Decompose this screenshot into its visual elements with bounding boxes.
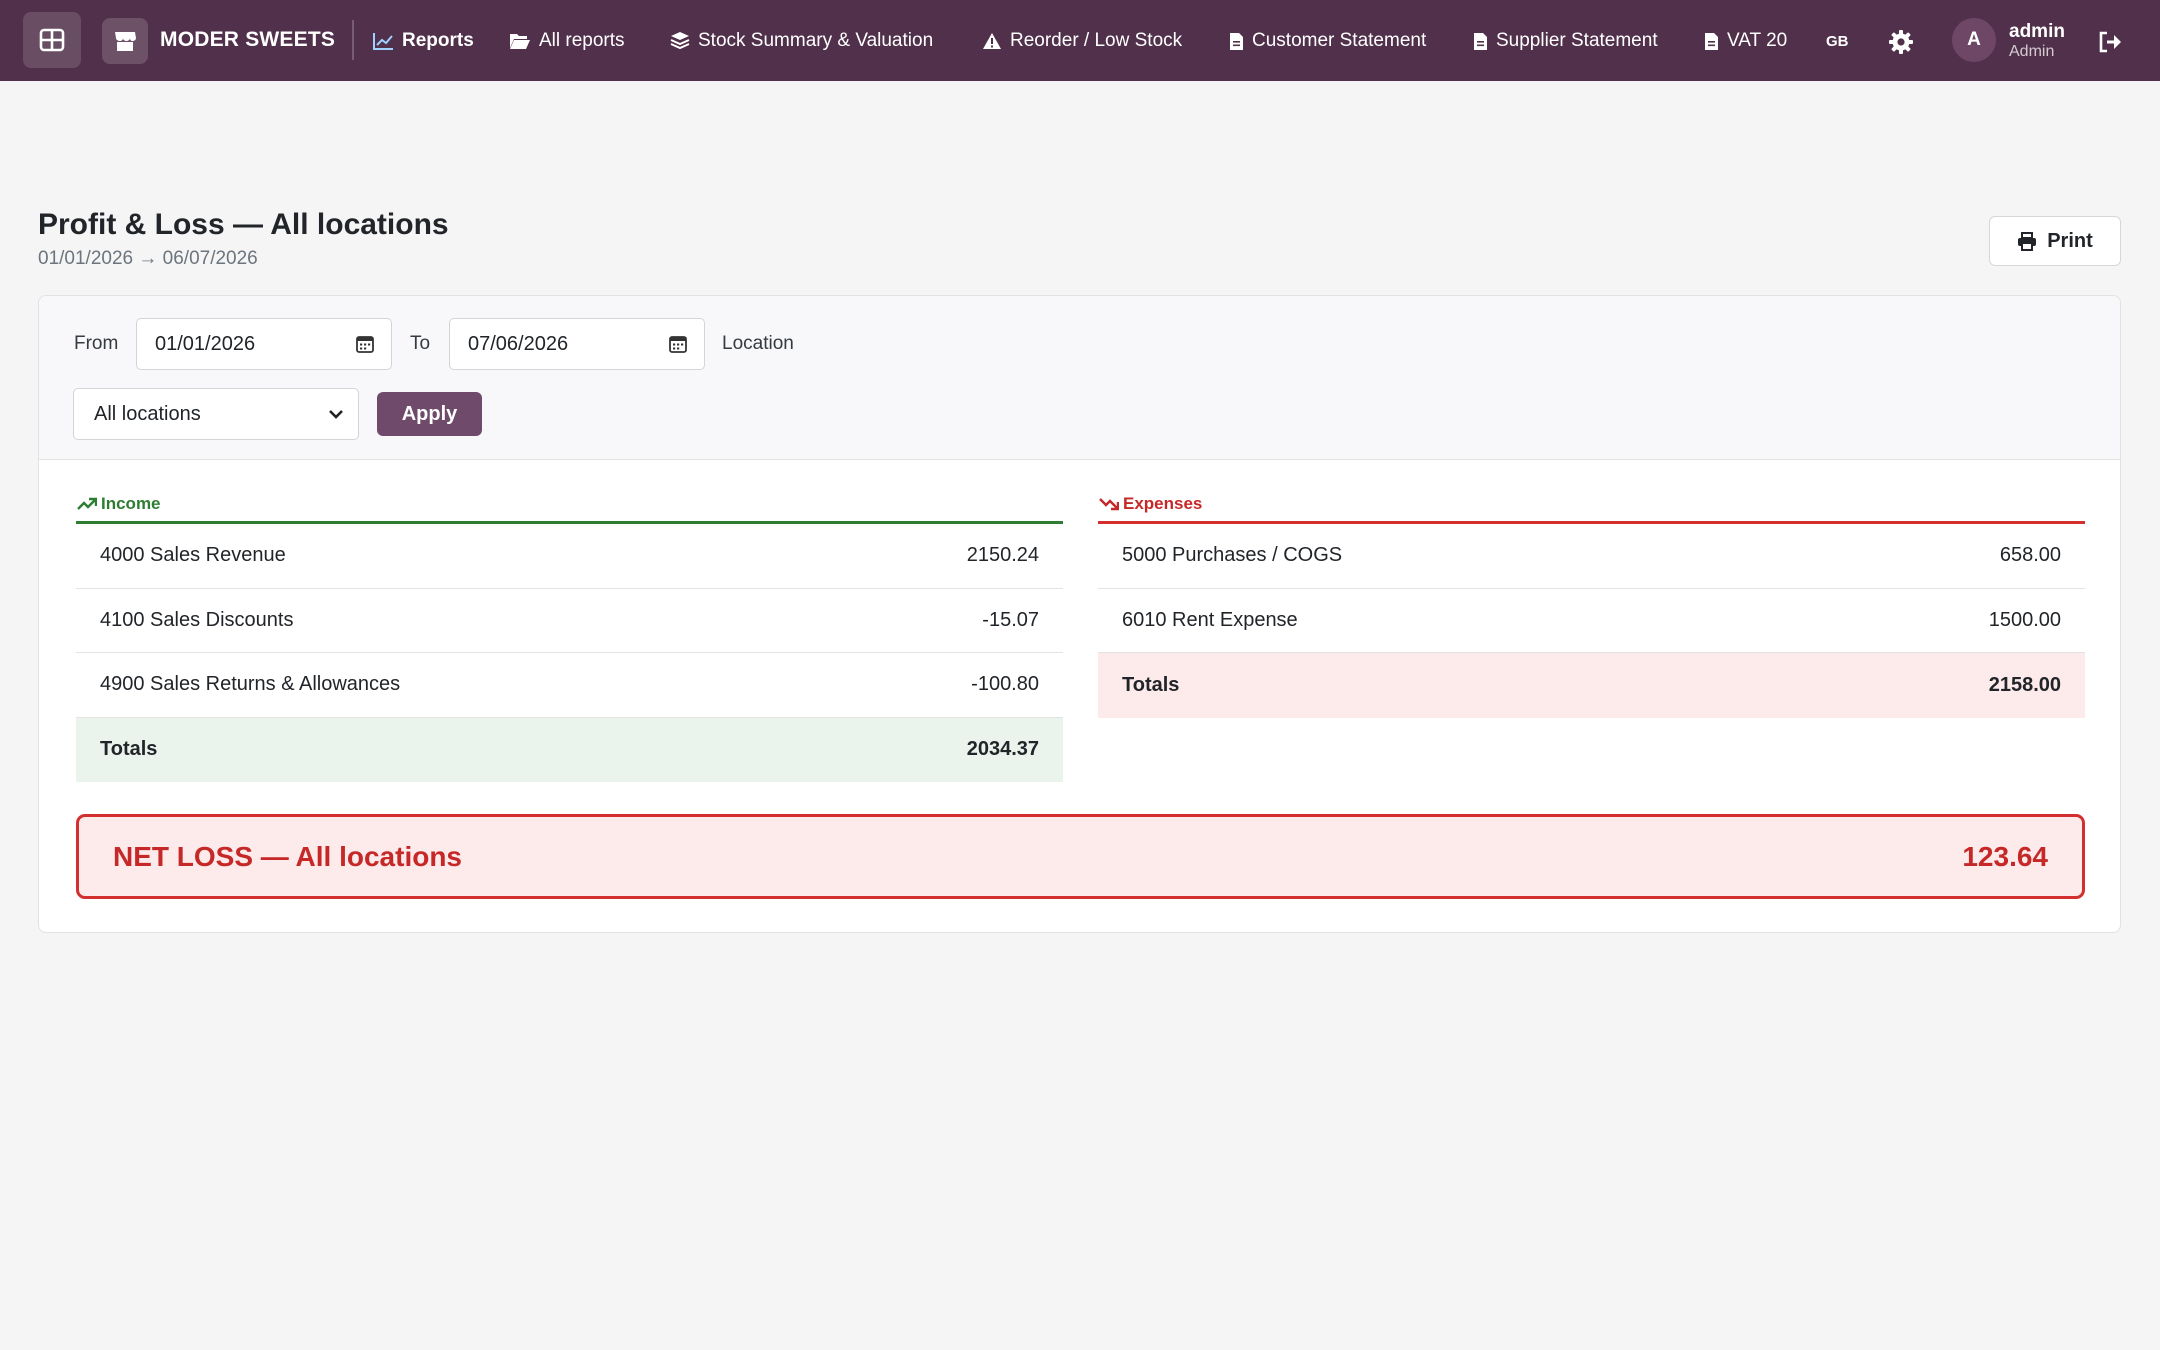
table-row: 4100 Sales Discounts -15.07: [76, 589, 1063, 653]
print-button[interactable]: Print: [1989, 216, 2121, 266]
nav-item-customer-statement[interactable]: Customer Statement: [1229, 27, 1426, 55]
user-name[interactable]: admin: [2009, 21, 2065, 42]
warning-icon: [983, 33, 1001, 49]
language-selector[interactable]: GB: [1826, 33, 1849, 50]
income-totals-row: Totals 2034.37: [76, 717, 1063, 782]
nav-item-all-reports[interactable]: All reports: [509, 27, 625, 55]
table-row: 4000 Sales Revenue 2150.24: [76, 524, 1063, 589]
printer-icon: [2018, 231, 2037, 251]
expenses-totals-row: Totals 2158.00: [1098, 653, 2085, 718]
from-label: From: [74, 333, 119, 354]
to-date-input[interactable]: 07/06/2026: [449, 318, 705, 370]
calendar-icon: [669, 336, 687, 353]
filter-bar: From 01/01/2026 To 07/06/2026 Location A…: [39, 296, 2120, 460]
table-row: 6010 Rent Expense 1500.00: [1098, 589, 2085, 653]
nav-divider: [352, 20, 354, 60]
layers-icon: [670, 32, 690, 50]
brand-name[interactable]: MODER SWEETS: [160, 28, 336, 51]
nav-item-reorder[interactable]: Reorder / Low Stock: [982, 27, 1182, 55]
expenses-header: Expenses: [1098, 491, 2085, 524]
chevron-down-icon: [329, 410, 343, 419]
location-label: Location: [722, 333, 794, 354]
file-icon: [1474, 32, 1487, 50]
gear-icon: [1889, 30, 1913, 54]
net-result-value: 123.64: [1962, 840, 2048, 872]
expenses-section: Expenses 5000 Purchases / COGS 658.00 60…: [1098, 491, 2085, 718]
nav-item-vat[interactable]: VAT 20: [1704, 27, 1787, 55]
folder-open-icon: [510, 34, 530, 49]
income-section: Income 4000 Sales Revenue 2150.24 4100 S…: [76, 491, 1063, 782]
grid-icon: [39, 28, 65, 52]
top-navbar: MODER SWEETS Reports All reports Stock S…: [0, 0, 2160, 81]
nav-item-reports[interactable]: Reports: [373, 27, 474, 55]
trend-up-icon: [77, 497, 97, 510]
chart-line-icon: [373, 33, 393, 50]
income-header: Income: [76, 491, 1063, 524]
calendar-icon: [356, 336, 374, 353]
table-row: 5000 Purchases / COGS 658.00: [1098, 524, 2085, 589]
settings-button[interactable]: [1887, 28, 1915, 56]
apps-grid-button[interactable]: [23, 12, 81, 68]
logout-icon: [2099, 31, 2121, 53]
store-icon[interactable]: [102, 18, 148, 64]
table-row: 4900 Sales Returns & Allowances -100.80: [76, 653, 1063, 718]
trend-down-icon: [1099, 498, 1119, 511]
date-range-subtitle: 01/01/2026 → 06/07/2026: [38, 248, 258, 269]
user-role: Admin: [2009, 43, 2055, 60]
location-select[interactable]: All locations: [73, 388, 359, 440]
nav-item-stock-summary[interactable]: Stock Summary & Valuation: [670, 27, 933, 55]
nav-item-supplier-statement[interactable]: Supplier Statement: [1473, 27, 1658, 55]
logout-button[interactable]: [2096, 28, 2126, 56]
file-icon: [1230, 32, 1243, 50]
apply-button[interactable]: Apply: [377, 392, 482, 436]
to-label: To: [410, 333, 431, 354]
page-title: Profit & Loss — All locations: [38, 208, 449, 241]
net-result-box: NET LOSS — All locations 123.64: [76, 814, 2085, 899]
report-card: From 01/01/2026 To 07/06/2026 Location A…: [38, 295, 2121, 933]
from-date-input[interactable]: 01/01/2026: [136, 318, 392, 370]
net-result-label: NET LOSS — All locations: [113, 840, 463, 872]
file-icon: [1705, 32, 1718, 50]
avatar[interactable]: A: [1952, 18, 1996, 62]
